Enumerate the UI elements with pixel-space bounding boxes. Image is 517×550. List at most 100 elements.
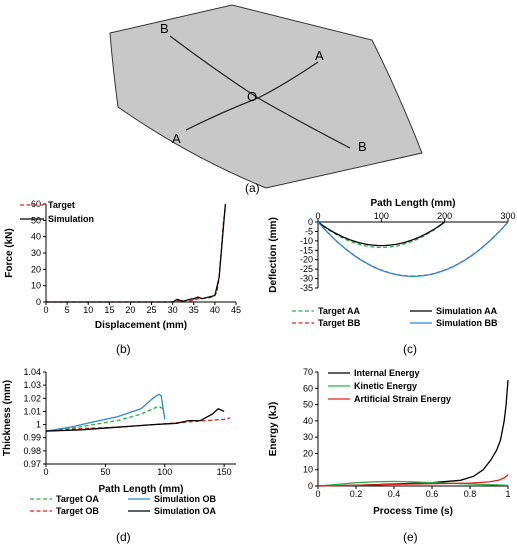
chart-e-y-tick-label-0: 0 [308, 481, 313, 491]
chart-c-x-axis-title: Path Length (mm) [371, 198, 456, 209]
chart-c-legend-label-3: Simulation BB [436, 318, 498, 328]
chart-b-x-tick-label-3: 15 [104, 305, 114, 315]
chart-b-series-line-0 [46, 205, 227, 303]
chart-b-legend-label-1: Simulation [48, 214, 94, 224]
chart-b-x-axis-title: Displacement (mm) [95, 320, 187, 331]
chart-c: 0 100 200 300 0-5-10-15-20-25-30-35 Path Leng… [268, 198, 516, 328]
chart-b-series-line-1 [46, 203, 227, 303]
chart-e-series-line-1 [317, 480, 509, 487]
label-o-center: O [247, 89, 257, 104]
chart-c-x-tick-label-2: 200 [437, 211, 452, 221]
chart-c-series-line-0 [317, 221, 446, 249]
chart-b-x-tick-label-4: 20 [125, 305, 135, 315]
chart-b-legend-label-0: Target [48, 200, 75, 210]
chart-c-y-tick-label-4: -20 [300, 255, 313, 265]
chart-d-legend-label-1: Target OB [56, 506, 99, 516]
chart-e-x-tick-label-0: 0 [315, 489, 320, 499]
chart-d-y-tick-label-3: 1 [36, 420, 41, 430]
chart-b-y-tick-label-3: 30 [31, 248, 41, 258]
chart-e-y-tick-label-4: 40 [303, 416, 313, 426]
label-b-top: B [160, 21, 169, 36]
chart-d-series-line-3 [45, 408, 225, 432]
caption-e: (e) [403, 530, 418, 544]
chart-c-x-tick-label-0: 0 [315, 211, 320, 221]
chart-c-y-tick-label-6: -30 [300, 274, 313, 284]
caption-d: (d) [116, 530, 131, 544]
chart-c-x-tick-label-1: 100 [374, 211, 389, 221]
chart-d-x-tick-label-0: 0 [43, 467, 48, 477]
chart-c-y-tick-label-0: 0 [308, 217, 313, 227]
chart-d-y-tick-label-2: 0.99 [23, 433, 41, 443]
chart-b-x-tick-label-5: 25 [147, 305, 157, 315]
caption-a: (a) [245, 181, 260, 195]
chart-d-legend-label-2: Simulation OB [154, 494, 217, 504]
chart-e-y-tick-label-6: 60 [303, 383, 313, 393]
sheet-illustration: B A O A B [109, 4, 423, 189]
chart-e-y-tick-label-3: 30 [303, 432, 313, 442]
chart-d-y-tick-label-7: 1.04 [23, 367, 41, 377]
chart-d-y-tick-label-1: 0.98 [23, 446, 41, 456]
chart-d-x-tick-label-1: 50 [100, 467, 110, 477]
chart-b-y-tick-label-4: 40 [31, 232, 41, 242]
chart-c-y-tick-label-3: -15 [300, 245, 313, 255]
chart-e-x-tick-label-3: 0.6 [426, 489, 439, 499]
chart-e-y-tick-label-2: 20 [303, 448, 313, 458]
chart-e-legend-label-1: Kinetic Energy [354, 381, 417, 391]
chart-d-series-line-2 [45, 393, 166, 432]
chart-b-y-tick-label-2: 20 [31, 264, 41, 274]
chart-b-y-axis-title: Force (kN) [4, 228, 15, 277]
chart-b-x-tick-label-1: 5 [65, 305, 70, 315]
chart-e-legend-label-0: Internal Energy [354, 368, 420, 378]
chart-e-x-tick-label-2: 0.4 [388, 489, 401, 499]
chart-c-y-tick-label-1: -5 [305, 226, 313, 236]
chart-d-y-tick-label-6: 1.03 [23, 380, 41, 390]
chart-c-legend-label-0: Target AA [318, 306, 361, 316]
chart-c-series-line-3 [317, 221, 509, 277]
chart-d-y-tick-label-5: 1.02 [23, 393, 41, 403]
chart-e-y-tick-label-7: 70 [303, 367, 313, 377]
chart-c-legend-label-2: Simulation AA [436, 306, 498, 316]
chart-b: 0 5 10 15 20 25 30 35 40 45 0 10 20 30 40 50 60 Displacem… [4, 199, 241, 331]
chart-e-series-line-2 [317, 474, 509, 487]
chart-d-legend-label-3: Simulation OA [154, 506, 217, 516]
chart-e-y-axis-title: Energy (kJ) [268, 402, 279, 456]
chart-d-y-tick-label-4: 1.01 [23, 406, 41, 416]
line-aa [185, 61, 319, 131]
chart-c-y-tick-label-5: -25 [300, 264, 313, 274]
chart-b-y-tick-label-6: 60 [31, 199, 41, 209]
chart-d-x-axis-title: Path Length (mm) [99, 484, 184, 495]
chart-e-legend-label-2: Artificial Strain Energy [354, 394, 451, 404]
chart-e-x-tick-label-4: 0.8 [464, 489, 477, 499]
caption-c: (c) [403, 342, 417, 356]
label-a-right: A [315, 48, 324, 63]
chart-e-y-tick-label-1: 10 [303, 465, 313, 475]
chart-e-x-tick-label-5: 1 [505, 489, 510, 499]
chart-d-legend-label-0: Target OA [56, 494, 99, 504]
chart-c-x-tick-label-3: 300 [500, 211, 515, 221]
chart-e-x-tick-label-1: 0.2 [350, 489, 363, 499]
sheet-surface [109, 4, 423, 189]
chart-c-y-tick-label-2: -10 [300, 236, 313, 246]
chart-c-series-line-2 [317, 221, 446, 247]
chart-b-y-tick-label-5: 50 [31, 215, 41, 225]
chart-b-y-tick-label-0: 0 [36, 297, 41, 307]
chart-c-y-tick-label-7: -35 [300, 283, 313, 293]
chart-b-x-tick-label-2: 10 [83, 305, 93, 315]
chart-d: 0 50 100 150 0.97 0.98 0.99 1 1.01 1.02 1.03 1.04 Pa… [2, 367, 236, 516]
caption-b: (b) [116, 342, 131, 356]
chart-c-legend-label-1: Target BB [318, 318, 361, 328]
chart-d-y-tick-label-0: 0.97 [23, 459, 41, 469]
chart-d-y-axis-title: Thickness (mm) [2, 380, 13, 456]
chart-d-x-tick-label-3: 150 [217, 467, 232, 477]
chart-c-y-axis-title: Deflection (mm) [268, 217, 279, 293]
chart-b-x-tick-label-9: 45 [231, 305, 241, 315]
chart-b-x-tick-label-6: 30 [168, 305, 178, 315]
chart-b-x-tick-label-7: 35 [189, 305, 199, 315]
chart-d-series-line-0 [45, 405, 166, 432]
chart-b-x-tick-label-8: 40 [210, 305, 220, 315]
chart-e-y-tick-label-5: 50 [303, 400, 313, 410]
chart-b-y-tick-label-1: 10 [31, 281, 41, 291]
label-a-left: A [172, 131, 181, 146]
label-b-bottom: B [358, 139, 367, 154]
